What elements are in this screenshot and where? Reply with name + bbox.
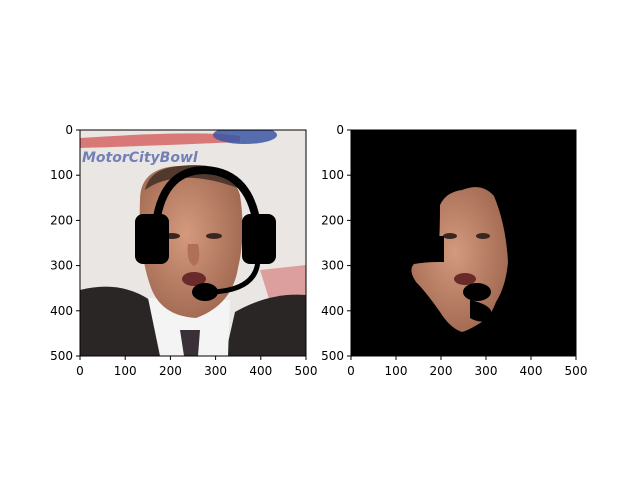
y-tick-label: 500 <box>321 349 344 363</box>
x-tick-label: 500 <box>295 364 318 378</box>
logo-text: MotorCityBowl <box>82 150 198 166</box>
suit-right <box>225 294 306 356</box>
y-tick-label: 0 <box>336 123 344 137</box>
y-tick-label: 300 <box>50 259 73 273</box>
right-axes-frame <box>350 129 577 357</box>
x-tick-label: 200 <box>159 364 182 378</box>
y-tick-label: 400 <box>321 304 344 318</box>
x-tick-label: 0 <box>76 364 84 378</box>
headset-band <box>151 165 262 233</box>
x-tick-label: 300 <box>204 364 227 378</box>
headset-left-earcup <box>135 214 169 264</box>
y-tick-label: 200 <box>50 213 73 227</box>
y-tick-label: 500 <box>50 349 73 363</box>
left-axes-frame <box>79 129 307 357</box>
y-tick-label: 200 <box>321 213 344 227</box>
y-tick-label: 100 <box>321 168 344 182</box>
x-tick-label: 0 <box>347 364 355 378</box>
x-tick-label: 500 <box>565 364 588 378</box>
right-image-panel <box>351 130 576 356</box>
headset-right-earcup <box>242 214 276 264</box>
y-tick-label: 400 <box>50 304 73 318</box>
tie <box>180 330 200 356</box>
mask-mic-hole <box>463 283 491 301</box>
y-tick-label: 300 <box>321 259 344 273</box>
face <box>139 165 243 318</box>
left-image-panel: MotorCityBowl <box>80 130 306 356</box>
y-tick-label: 100 <box>50 168 73 182</box>
x-tick-label: 400 <box>249 364 272 378</box>
y-tick-label: 0 <box>65 123 73 137</box>
x-tick-label: 200 <box>430 364 453 378</box>
x-tick-label: 300 <box>475 364 498 378</box>
x-tick-label: 400 <box>520 364 543 378</box>
x-tick-label: 100 <box>385 364 408 378</box>
headset-mic-arm <box>211 257 261 295</box>
shirt <box>148 298 230 356</box>
x-tick-label: 100 <box>114 364 137 378</box>
headset-mic <box>192 283 218 301</box>
